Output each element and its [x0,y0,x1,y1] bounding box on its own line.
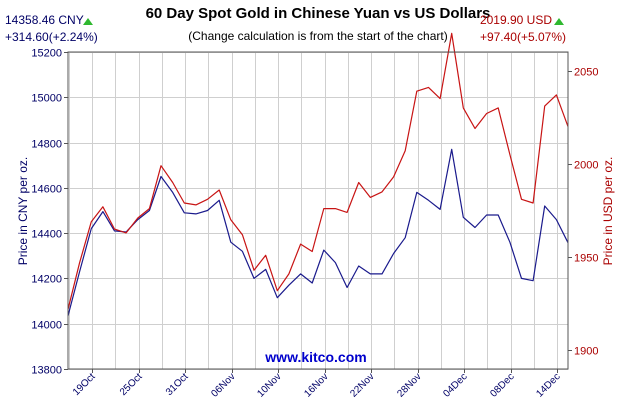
series-lines [67,32,569,316]
chart-subtitle: (Change calculation is from the start of… [188,29,447,43]
x-tick-label: 16Nov [302,371,330,399]
axis-ticks: 13800 14000 14200 14400 14600 14800 15000 15200… [31,48,598,400]
y-tick-label-right: 1900 [574,346,598,358]
x-tick-label: 19Oct [71,371,98,398]
y-tick-label-left: 14400 [31,229,62,241]
y-tick-label-right: 2000 [574,160,598,172]
y-axis-label-left: Price in CNY per oz. [16,157,30,266]
x-tick-label: 04Dec [441,371,469,399]
x-tick-label: 14Dec [534,371,562,399]
y-tick-label-right: 2050 [574,67,598,79]
y-tick-label-left: 14000 [31,320,62,332]
x-tick-label: 31Oct [164,371,191,398]
plot-frame [67,51,569,370]
usd-price: 2019.90 USD [480,13,552,27]
y-tick-label-left: 14600 [31,184,62,196]
chart-title: 60 Day Spot Gold in Chinese Yuan vs US D… [146,5,491,22]
cny-price: 14358.46 CNY [5,13,84,27]
x-tick-label: 22Nov [348,371,376,399]
usd-series-line [67,32,569,310]
y-tick-label-right: 1950 [574,253,598,265]
usd-change: +97.40(+5.07%) [480,30,566,44]
x-tick-label: 28Nov [395,371,423,399]
x-tick-label: 25Oct [118,371,145,398]
cny-series-line [67,148,569,316]
watermark: www.kitco.com [264,349,366,365]
y-tick-label-left: 15000 [31,93,62,105]
usd-up-arrow-icon [554,18,564,25]
y-tick-label-left: 15200 [31,48,62,60]
x-tick-label: 10Nov [255,371,283,399]
cny-change: +314.60(+2.24%) [5,30,98,44]
cny-up-arrow-icon [83,18,93,25]
x-tick-label: 08Dec [488,371,516,399]
y-tick-label-left: 14800 [31,139,62,151]
y-axis-label-right: Price in USD per oz. [601,157,615,266]
x-tick-label: 06Nov [209,371,237,399]
y-tick-label-left: 14200 [31,274,62,286]
y-tick-label-left: 13800 [31,365,62,377]
grid-lines [68,52,568,370]
